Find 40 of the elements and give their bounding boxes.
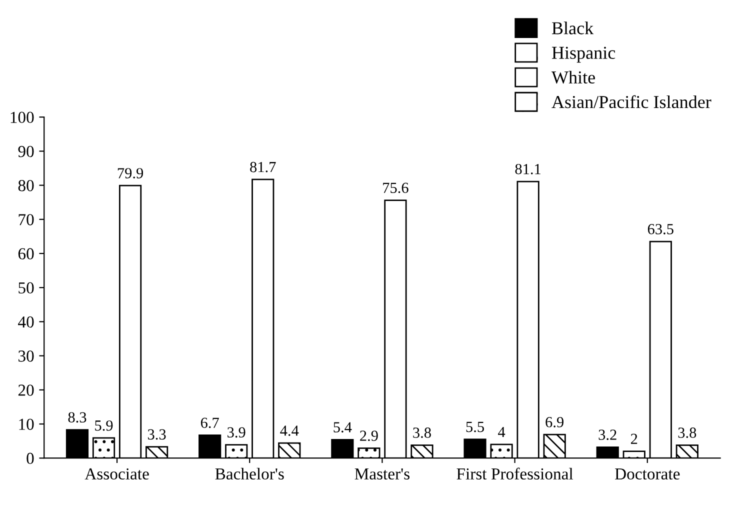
data-label: 4.4 bbox=[280, 426, 299, 436]
y-tick-label: 70 bbox=[18, 214, 34, 226]
data-label: 3.8 bbox=[678, 428, 696, 438]
data-label: 5.5 bbox=[466, 422, 484, 432]
data-label: 2.9 bbox=[360, 430, 378, 442]
y-tick-label: 30 bbox=[18, 350, 34, 362]
data-label: 3.8 bbox=[413, 428, 431, 438]
data-label: 4 bbox=[498, 426, 506, 438]
data-label: 3.3 bbox=[148, 429, 166, 440]
y-tick-label: 20 bbox=[18, 384, 34, 396]
x-tick-label: Doctorate bbox=[615, 468, 680, 480]
legend-label: White bbox=[551, 70, 595, 84]
data-label: 8.3 bbox=[68, 412, 86, 423]
x-tick-label: Associate bbox=[84, 468, 149, 480]
data-label: 2 bbox=[630, 434, 638, 444]
data-label: 79.9 bbox=[118, 168, 144, 178]
legend-label: Asian/Pacific Islander bbox=[552, 95, 712, 108]
data-label: 75.6 bbox=[383, 182, 408, 194]
data-label: 81.1 bbox=[515, 164, 540, 174]
y-tick-label: 80 bbox=[18, 180, 34, 192]
legend-label: Hispanic bbox=[552, 46, 616, 63]
data-label: 5.4 bbox=[334, 422, 352, 432]
x-tick-label: First Professional bbox=[456, 468, 574, 480]
legend-label: Black bbox=[552, 22, 594, 34]
y-tick-label: 10 bbox=[19, 418, 34, 430]
y-tick-label: 0 bbox=[26, 452, 34, 464]
y-tick-label: 90 bbox=[18, 146, 34, 158]
data-label: 6.9 bbox=[546, 417, 564, 428]
data-label: 3.9 bbox=[228, 427, 246, 438]
data-label: 3.2 bbox=[598, 430, 616, 440]
y-tick-label: 40 bbox=[18, 316, 34, 328]
y-tick-label: 50 bbox=[18, 282, 34, 294]
data-label: 81.7 bbox=[250, 162, 276, 172]
x-tick-label: Bachelor's bbox=[215, 468, 284, 480]
x-tick-label: Master's bbox=[354, 468, 410, 480]
data-label: 6.7 bbox=[200, 418, 219, 428]
data-label: 63.5 bbox=[648, 224, 674, 234]
y-tick-label: 60 bbox=[18, 248, 34, 260]
data-label: 5.9 bbox=[95, 420, 113, 431]
y-tick-label: 100 bbox=[10, 112, 34, 124]
